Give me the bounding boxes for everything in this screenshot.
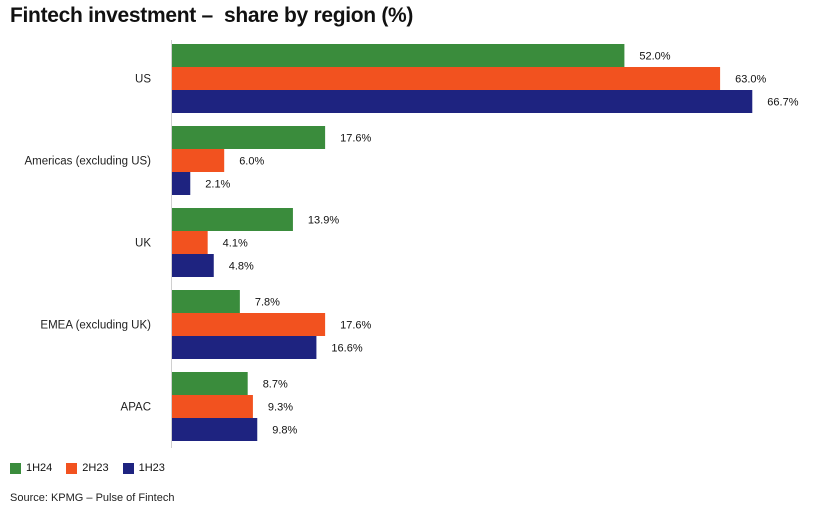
value-label-apac-2h23: 9.3%	[268, 402, 293, 414]
legend-label-1h23: 1H23	[138, 462, 165, 474]
bar-americas-excluding-us-1h24	[172, 126, 326, 149]
legend-swatch-1h24	[10, 462, 21, 474]
value-label-emea-excluding-uk-1h24: 7.8%	[255, 297, 280, 309]
chart-title: Fintech investment – share by region (%)	[10, 4, 414, 27]
category-label-uk: UK	[135, 238, 151, 250]
legend-item-2h23: 2H23	[66, 462, 109, 474]
bar-us-1h24	[172, 44, 625, 67]
bar-us-1h23	[172, 90, 753, 113]
value-label-americas-excluding-us-2h23: 6.0%	[239, 156, 264, 168]
legend-swatch-1h23	[122, 462, 134, 474]
bar-uk-1h23	[172, 254, 214, 277]
source-note: Source: KPMG – Pulse of Fintech	[10, 492, 175, 504]
value-label-americas-excluding-us-1h23: 2.1%	[205, 179, 230, 191]
legend-label-1h24: 1H24	[26, 462, 53, 474]
bar-chart: US 52.0% 63.0%66.7% Americas (excluding US)…	[24, 40, 799, 448]
legend: 1H24 2H23 1H23	[10, 462, 165, 474]
value-label-uk-2h23: 4.1%	[223, 238, 248, 250]
value-label-us-1h24: 52.0%	[639, 51, 670, 63]
value-label-uk-1h24: 13.9%	[308, 215, 339, 227]
category-label-emea-excluding-uk: EMEA (excluding UK)	[40, 320, 151, 332]
value-label-uk-1h23: 4.8%	[229, 261, 254, 273]
value-label-emea-excluding-uk-2h23: 17.6%	[340, 320, 371, 332]
bar-apac-1h23	[172, 418, 258, 441]
legend-label-2h23: 2H23	[82, 462, 109, 474]
legend-item-1h24: 1H24	[10, 462, 52, 474]
value-label-americas-excluding-us-1h24: 17.6%	[340, 133, 371, 145]
bar-emea-excluding-uk-2h23	[172, 313, 326, 336]
bar-americas-excluding-us-1h23	[172, 172, 191, 195]
bar-apac-1h24	[172, 372, 248, 395]
value-label-apac-1h24: 8.7%	[263, 379, 288, 391]
bar-us-2h23	[172, 67, 721, 90]
value-label-apac-1h23: 9.8%	[272, 425, 297, 437]
category-label-us: US	[135, 74, 151, 86]
value-label-emea-excluding-uk-1h23: 16.6%	[331, 343, 362, 355]
value-label-us-2h23: 63.0%	[735, 74, 766, 86]
bar-americas-excluding-us-2h23	[172, 149, 225, 172]
bar-uk-1h24	[172, 208, 293, 231]
bar-apac-2h23	[172, 395, 253, 418]
category-label-americas-excluding-us: Americas (excluding US)	[24, 156, 151, 168]
value-label-us-1h23: 66.7%	[767, 97, 798, 109]
category-label-apac: APAC	[121, 402, 151, 414]
bar-emea-excluding-uk-1h23	[172, 336, 317, 359]
bar-emea-excluding-uk-1h24	[172, 290, 240, 313]
bar-uk-2h23	[172, 231, 208, 254]
legend-item-1h23: 1H23	[122, 462, 165, 474]
legend-swatch-2h23	[66, 462, 78, 474]
